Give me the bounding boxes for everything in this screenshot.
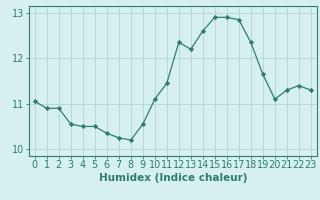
X-axis label: Humidex (Indice chaleur): Humidex (Indice chaleur) (99, 173, 247, 183)
